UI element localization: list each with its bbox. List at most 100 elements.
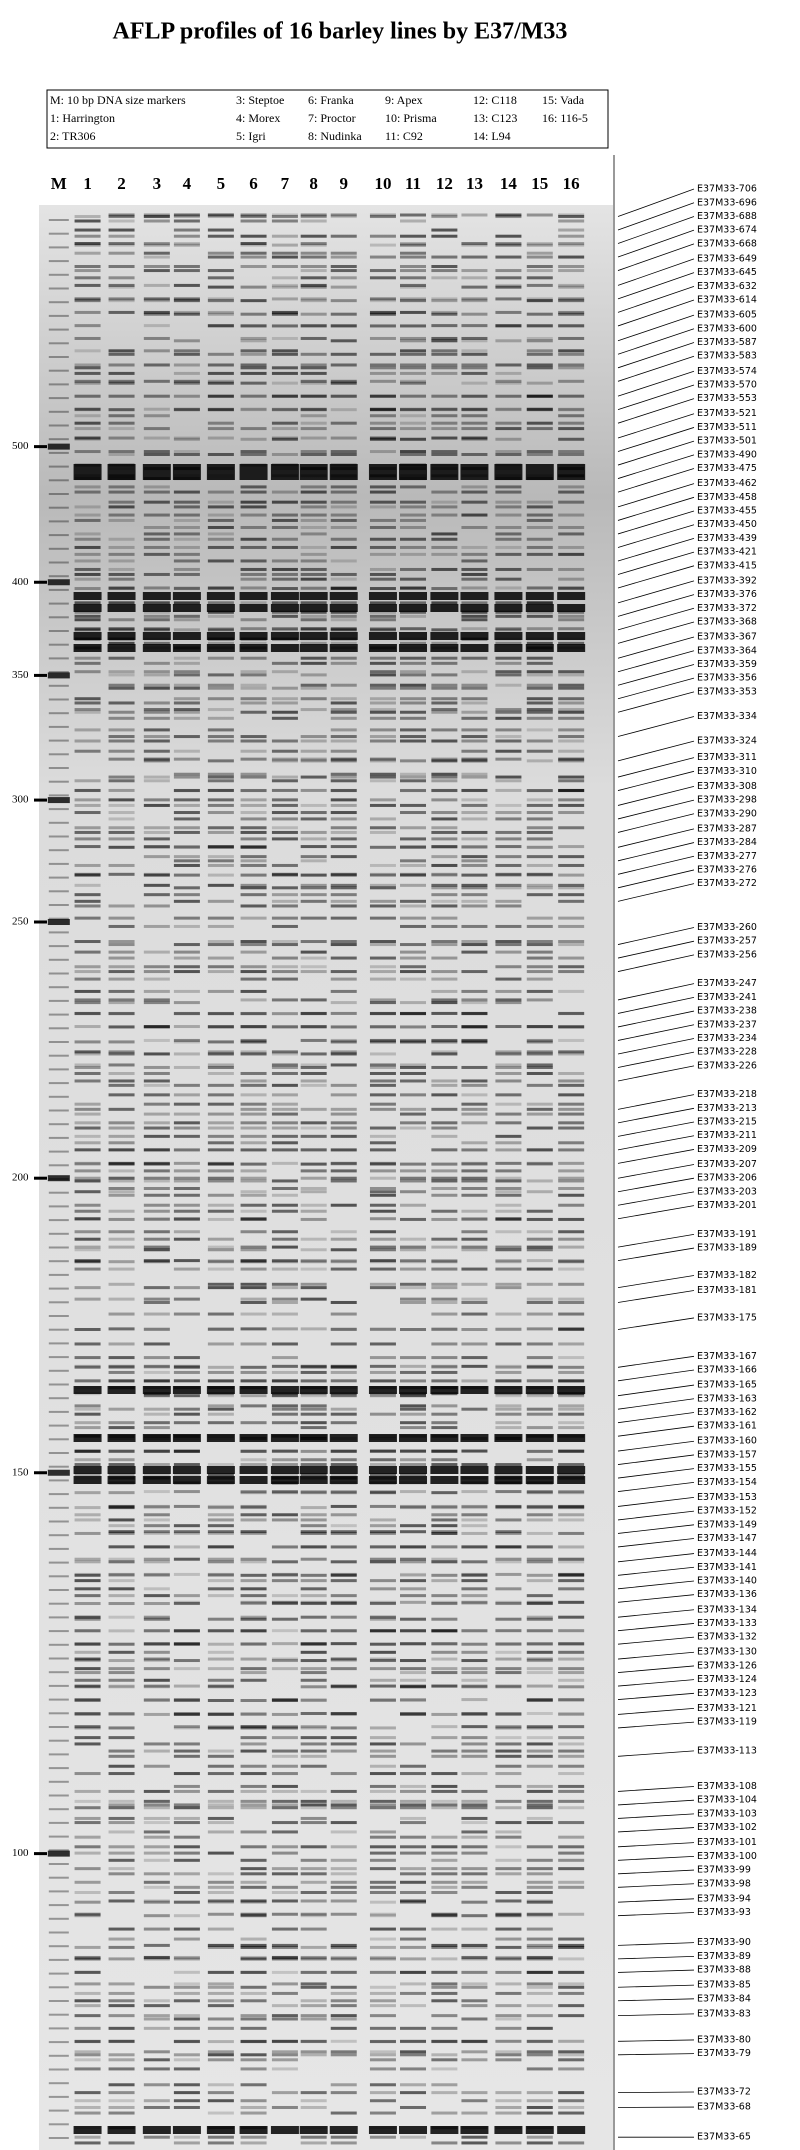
band: [400, 1449, 427, 1453]
band: [431, 1530, 458, 1534]
band: [330, 1726, 357, 1730]
band: [173, 518, 200, 522]
band: [143, 1379, 170, 1383]
band: [558, 1011, 585, 1015]
band: [400, 2135, 427, 2139]
band: [431, 552, 458, 556]
band: [461, 1248, 488, 1252]
band: [526, 670, 553, 674]
marker-band: [48, 1684, 69, 1687]
band: [300, 1573, 327, 1577]
band: [400, 859, 427, 863]
band-label: E37M33-228: [697, 1047, 757, 1058]
band: [526, 1148, 553, 1152]
band: [461, 1407, 488, 1411]
band: [207, 1985, 234, 1989]
band: [108, 1063, 135, 1067]
band: [240, 366, 267, 370]
band: [108, 970, 135, 974]
band: [300, 1530, 327, 1534]
band: [173, 1531, 200, 1535]
band: [240, 2040, 267, 2044]
band: [207, 1806, 234, 1810]
band: [300, 940, 327, 944]
band: [108, 2026, 135, 2030]
marker-band: [48, 1821, 69, 1824]
band: [558, 1282, 585, 1286]
band: [300, 572, 327, 576]
band: [240, 1102, 267, 1106]
leader-line: [617, 1275, 695, 1289]
band: [369, 572, 396, 576]
marker-band: [48, 1041, 69, 1043]
band: [369, 1945, 396, 1949]
band: [369, 1545, 396, 1549]
band: [330, 1179, 357, 1183]
band: [526, 1230, 553, 1234]
band: [108, 1169, 135, 1173]
band-label: E37M33-65: [697, 2132, 751, 2143]
band: [400, 845, 427, 849]
band: [300, 601, 327, 605]
marker-band: [48, 876, 69, 879]
band: [173, 1011, 200, 1015]
band-label: E37M33-130: [697, 1647, 757, 1658]
band: [240, 904, 267, 908]
band: [558, 1685, 585, 1689]
band: [108, 545, 135, 549]
band: [143, 1821, 170, 1825]
band: [207, 1260, 234, 1264]
band: [400, 255, 427, 259]
band: [400, 943, 427, 947]
band: [300, 1789, 327, 1793]
band: [494, 592, 523, 600]
band-label: E37M33-334: [697, 711, 757, 722]
band: [300, 1806, 327, 1810]
band: [526, 1764, 553, 1768]
band: [173, 1379, 200, 1383]
leader-line: [617, 1094, 695, 1110]
band: [526, 1784, 553, 1788]
band: [369, 798, 396, 802]
band: [330, 1364, 357, 1368]
band: [558, 708, 585, 712]
band: [108, 1927, 135, 1931]
band: [369, 998, 396, 1002]
band: [74, 234, 101, 238]
band: [495, 1176, 522, 1180]
band: [526, 349, 553, 353]
band: [330, 989, 357, 993]
band: [143, 845, 170, 849]
band: [330, 2141, 357, 2145]
band: [461, 572, 488, 576]
band: [271, 1772, 298, 1776]
band: [74, 532, 101, 536]
band: [369, 701, 396, 705]
band: [400, 1927, 427, 1931]
band-label: E37M33-257: [697, 936, 757, 947]
leader-line: [617, 785, 695, 806]
band: [300, 1845, 327, 1849]
band: [369, 686, 396, 690]
band: [400, 2091, 427, 2095]
band: [558, 1050, 585, 1054]
band: [558, 234, 585, 238]
band: [526, 1557, 553, 1561]
band: [461, 950, 488, 954]
band: [330, 1667, 357, 1671]
band: [558, 349, 585, 353]
band: [108, 1736, 135, 1740]
band-label: E37M33-113: [697, 1745, 757, 1756]
band: [74, 1426, 101, 1430]
band-label: E37M33-161: [697, 1421, 757, 1432]
band: [495, 1830, 522, 1834]
band: [431, 1342, 458, 1346]
band: [271, 312, 298, 316]
band: [461, 1312, 488, 1316]
band: [74, 710, 101, 714]
band: [207, 436, 234, 440]
band: [240, 739, 267, 743]
band: [400, 537, 427, 541]
band: [400, 1404, 427, 1408]
band: [74, 2058, 101, 2062]
